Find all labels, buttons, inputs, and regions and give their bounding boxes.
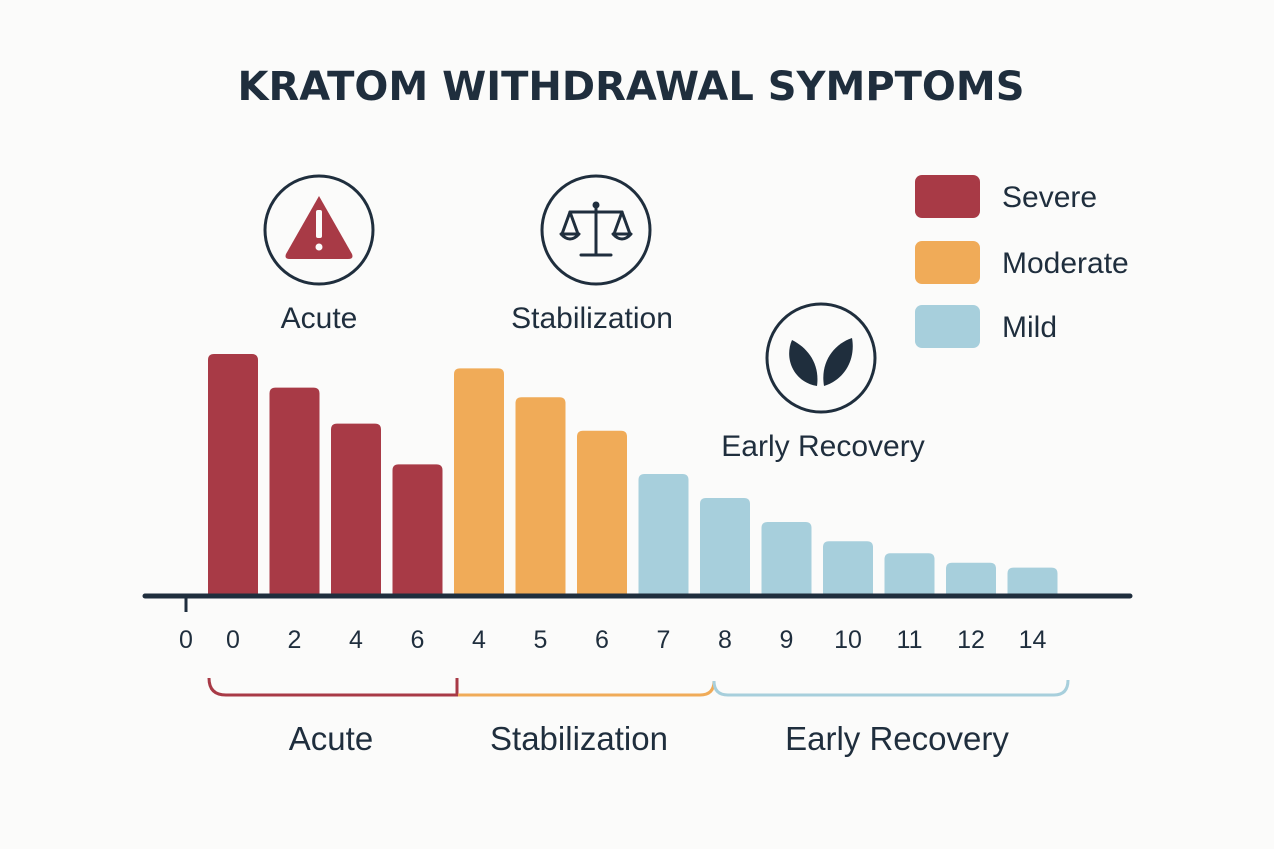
phase-label-stabilization: Stabilization	[511, 302, 673, 335]
tick-label-2: 2	[288, 626, 302, 654]
warning-icon	[263, 174, 375, 286]
legend-label-mild: Mild	[1002, 311, 1057, 344]
bar-10	[761, 522, 812, 594]
range-label-early-recovery: Early Recovery	[785, 720, 1009, 757]
phase-label-acute: Acute	[281, 302, 358, 335]
tick-label-6: 5	[534, 626, 548, 654]
tick-label-9: 8	[718, 626, 732, 654]
bar-13	[946, 562, 996, 594]
bar-11	[823, 541, 873, 594]
tick-label-7: 6	[595, 626, 609, 654]
chart-title: KRATOM WITHDRAWAL SYMPTOMS	[237, 64, 1024, 110]
range-label-stabilization: Stabilization	[490, 720, 668, 757]
bar-12	[884, 553, 935, 594]
tick-label-10: 9	[780, 626, 794, 654]
tick-label-4: 6	[411, 626, 425, 654]
x-axis-start-label: 0	[179, 626, 193, 654]
bar-6	[515, 397, 566, 594]
range-bracket-stabilization	[458, 680, 716, 697]
tick-label-11: 10	[834, 626, 862, 654]
bar-1	[208, 354, 258, 594]
tick-label-3: 4	[349, 626, 363, 654]
range-label-acute: Acute	[289, 720, 373, 757]
bar-5	[454, 368, 504, 594]
tick-label-5: 4	[472, 626, 486, 654]
tick-label-14: 14	[1019, 626, 1047, 654]
legend: Severe Moderate Mild	[915, 175, 1129, 348]
legend-swatch-severe	[915, 175, 980, 218]
legend-swatch-mild	[915, 305, 980, 348]
tick-label-13: 12	[957, 626, 985, 654]
legend-label-severe: Severe	[1002, 181, 1097, 214]
bar-14	[1007, 567, 1058, 594]
bar-3	[331, 423, 381, 594]
phase-ranges: Acute Stabilization Early Recovery	[207, 677, 1070, 757]
phase-label-early-recovery: Early Recovery	[721, 430, 924, 463]
range-bracket-early-recovery	[712, 679, 1070, 697]
scales-icon	[540, 174, 652, 286]
legend-label-moderate: Moderate	[1002, 247, 1129, 280]
leaf-icon	[765, 302, 877, 414]
legend-swatch-moderate	[915, 241, 980, 284]
bars	[208, 354, 1058, 594]
tick-label-1: 0	[226, 626, 240, 654]
tick-labels: 0 2 4 6 4 5 6 7 8 9 10 11 12 14	[226, 626, 1046, 654]
bar-9	[700, 498, 750, 594]
tick-label-8: 7	[657, 626, 671, 654]
tick-label-12: 11	[897, 626, 923, 654]
bar-4	[392, 464, 443, 594]
bar-7	[577, 430, 627, 594]
range-bracket-acute	[207, 677, 459, 697]
bar-2	[269, 387, 320, 594]
bar-8	[638, 474, 689, 594]
